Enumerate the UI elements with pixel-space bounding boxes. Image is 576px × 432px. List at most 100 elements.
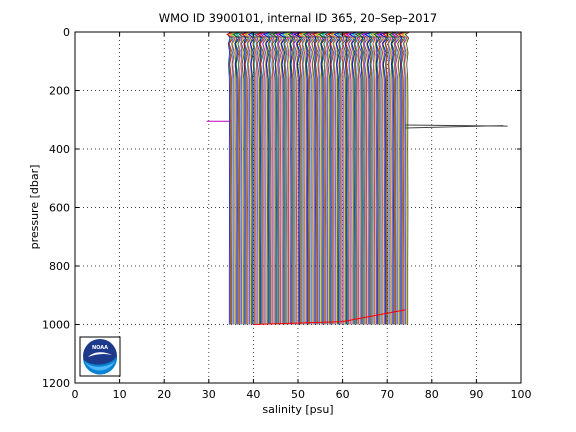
salinity-profile	[374, 31, 379, 325]
salinity-profile	[361, 31, 368, 325]
salinity-profile	[389, 31, 394, 325]
salinity-profile	[290, 31, 301, 325]
salinity-profile	[361, 31, 366, 325]
salinity-profile	[302, 31, 311, 325]
spike-right-2	[405, 125, 504, 129]
salinity-profile	[287, 31, 295, 325]
salinity-profile	[352, 31, 358, 325]
salinity-profile	[312, 31, 317, 325]
salinity-profile	[229, 31, 235, 325]
salinity-profile	[351, 31, 362, 325]
salinity-profile	[300, 31, 307, 325]
salinity-profile	[244, 31, 253, 325]
salinity-profile	[288, 31, 293, 325]
salinity-profile	[318, 31, 324, 325]
salinity-profile	[256, 31, 265, 325]
bottom-trend	[253, 309, 406, 325]
salinity-profile	[380, 31, 386, 325]
salinity-profile	[299, 31, 309, 325]
salinity-profile	[367, 31, 373, 325]
y-tick-label: 0	[63, 26, 70, 39]
salinity-profile	[263, 31, 268, 325]
salinity-profile	[257, 31, 263, 325]
salinity-profile	[297, 31, 303, 325]
salinity-profile	[232, 31, 239, 325]
salinity-profile	[397, 31, 407, 325]
salinity-profile	[318, 31, 327, 325]
salinity-profile	[276, 31, 280, 325]
salinity-profile	[340, 31, 345, 325]
salinity-profile	[327, 31, 335, 325]
y-tick-label: 200	[49, 85, 70, 98]
salinity-profile	[272, 31, 281, 325]
salinity-profile	[388, 31, 399, 325]
salinity-profile	[379, 31, 388, 325]
salinity-profile	[349, 31, 356, 325]
salinity-profile	[306, 31, 312, 325]
salinity-profile	[281, 31, 290, 325]
y-tick-label: 600	[49, 202, 70, 215]
salinity-profile	[385, 31, 395, 325]
salinity-profile	[247, 31, 257, 325]
chart-title: WMO ID 3900101, internal ID 365, 20–Sep–…	[159, 11, 437, 25]
salinity-profile	[404, 31, 410, 325]
y-tick-label: 1000	[42, 319, 70, 332]
salinity-profile	[342, 31, 351, 325]
salinity-profile	[277, 31, 288, 325]
salinity-profile	[375, 31, 386, 325]
salinity-profile	[268, 31, 280, 325]
salinity-profile	[314, 31, 325, 325]
salinity-profile	[373, 31, 381, 325]
salinity-profile	[302, 31, 313, 325]
salinity-profile	[226, 31, 233, 325]
salinity-profile	[235, 31, 242, 325]
salinity-profile	[376, 31, 384, 325]
salinity-profile	[330, 31, 337, 325]
profiles-layer	[225, 31, 411, 325]
salinity-profile	[305, 31, 314, 325]
logo-wave-light	[85, 361, 115, 371]
salinity-profile	[274, 31, 285, 325]
salinity-profile	[321, 31, 330, 325]
salinity-profile	[238, 31, 248, 325]
salinity-profile	[248, 31, 254, 325]
salinity-profile	[250, 31, 258, 325]
salinity-profile	[241, 31, 252, 325]
salinity-profile	[398, 31, 405, 325]
salinity-profile	[303, 31, 309, 325]
salinity-profile	[262, 31, 272, 325]
salinity-profile	[378, 31, 390, 325]
salinity-profile	[309, 31, 316, 325]
salinity-profile	[357, 31, 367, 325]
salinity-profile	[315, 31, 323, 325]
salinity-profile	[401, 31, 409, 325]
salinity-profile	[348, 31, 358, 325]
salinity-profile	[358, 31, 365, 325]
salinity-profile	[238, 31, 246, 325]
salinity-profile	[333, 31, 342, 325]
salinity-profile	[400, 31, 411, 325]
salinity-profile	[364, 31, 370, 325]
salinity-profile	[317, 31, 329, 325]
salinity-profile	[290, 31, 298, 325]
salinity-profile	[328, 31, 333, 325]
salinity-profile	[293, 31, 304, 325]
salinity-profile	[256, 31, 267, 325]
salinity-profile	[324, 31, 332, 325]
salinity-profile	[342, 31, 353, 325]
salinity-profile	[284, 31, 291, 325]
salinity-profile	[329, 31, 341, 325]
salinity-profile	[293, 31, 302, 325]
x-tick-label: 80	[425, 388, 439, 401]
salinity-profile	[308, 31, 318, 325]
salinity-profile	[272, 31, 279, 325]
salinity-profile	[363, 31, 374, 325]
salinity-profile	[333, 31, 340, 325]
annotation-layer	[206, 120, 508, 325]
ticks: 0 10 20 30 40 50 60 70 80 90 100020040060080010001…	[42, 26, 532, 401]
x-tick-label: 50	[291, 388, 305, 401]
salinity-profile	[388, 31, 397, 325]
salinity-profile	[367, 31, 376, 325]
salinity-profile	[242, 31, 247, 325]
salinity-profile	[394, 31, 404, 325]
